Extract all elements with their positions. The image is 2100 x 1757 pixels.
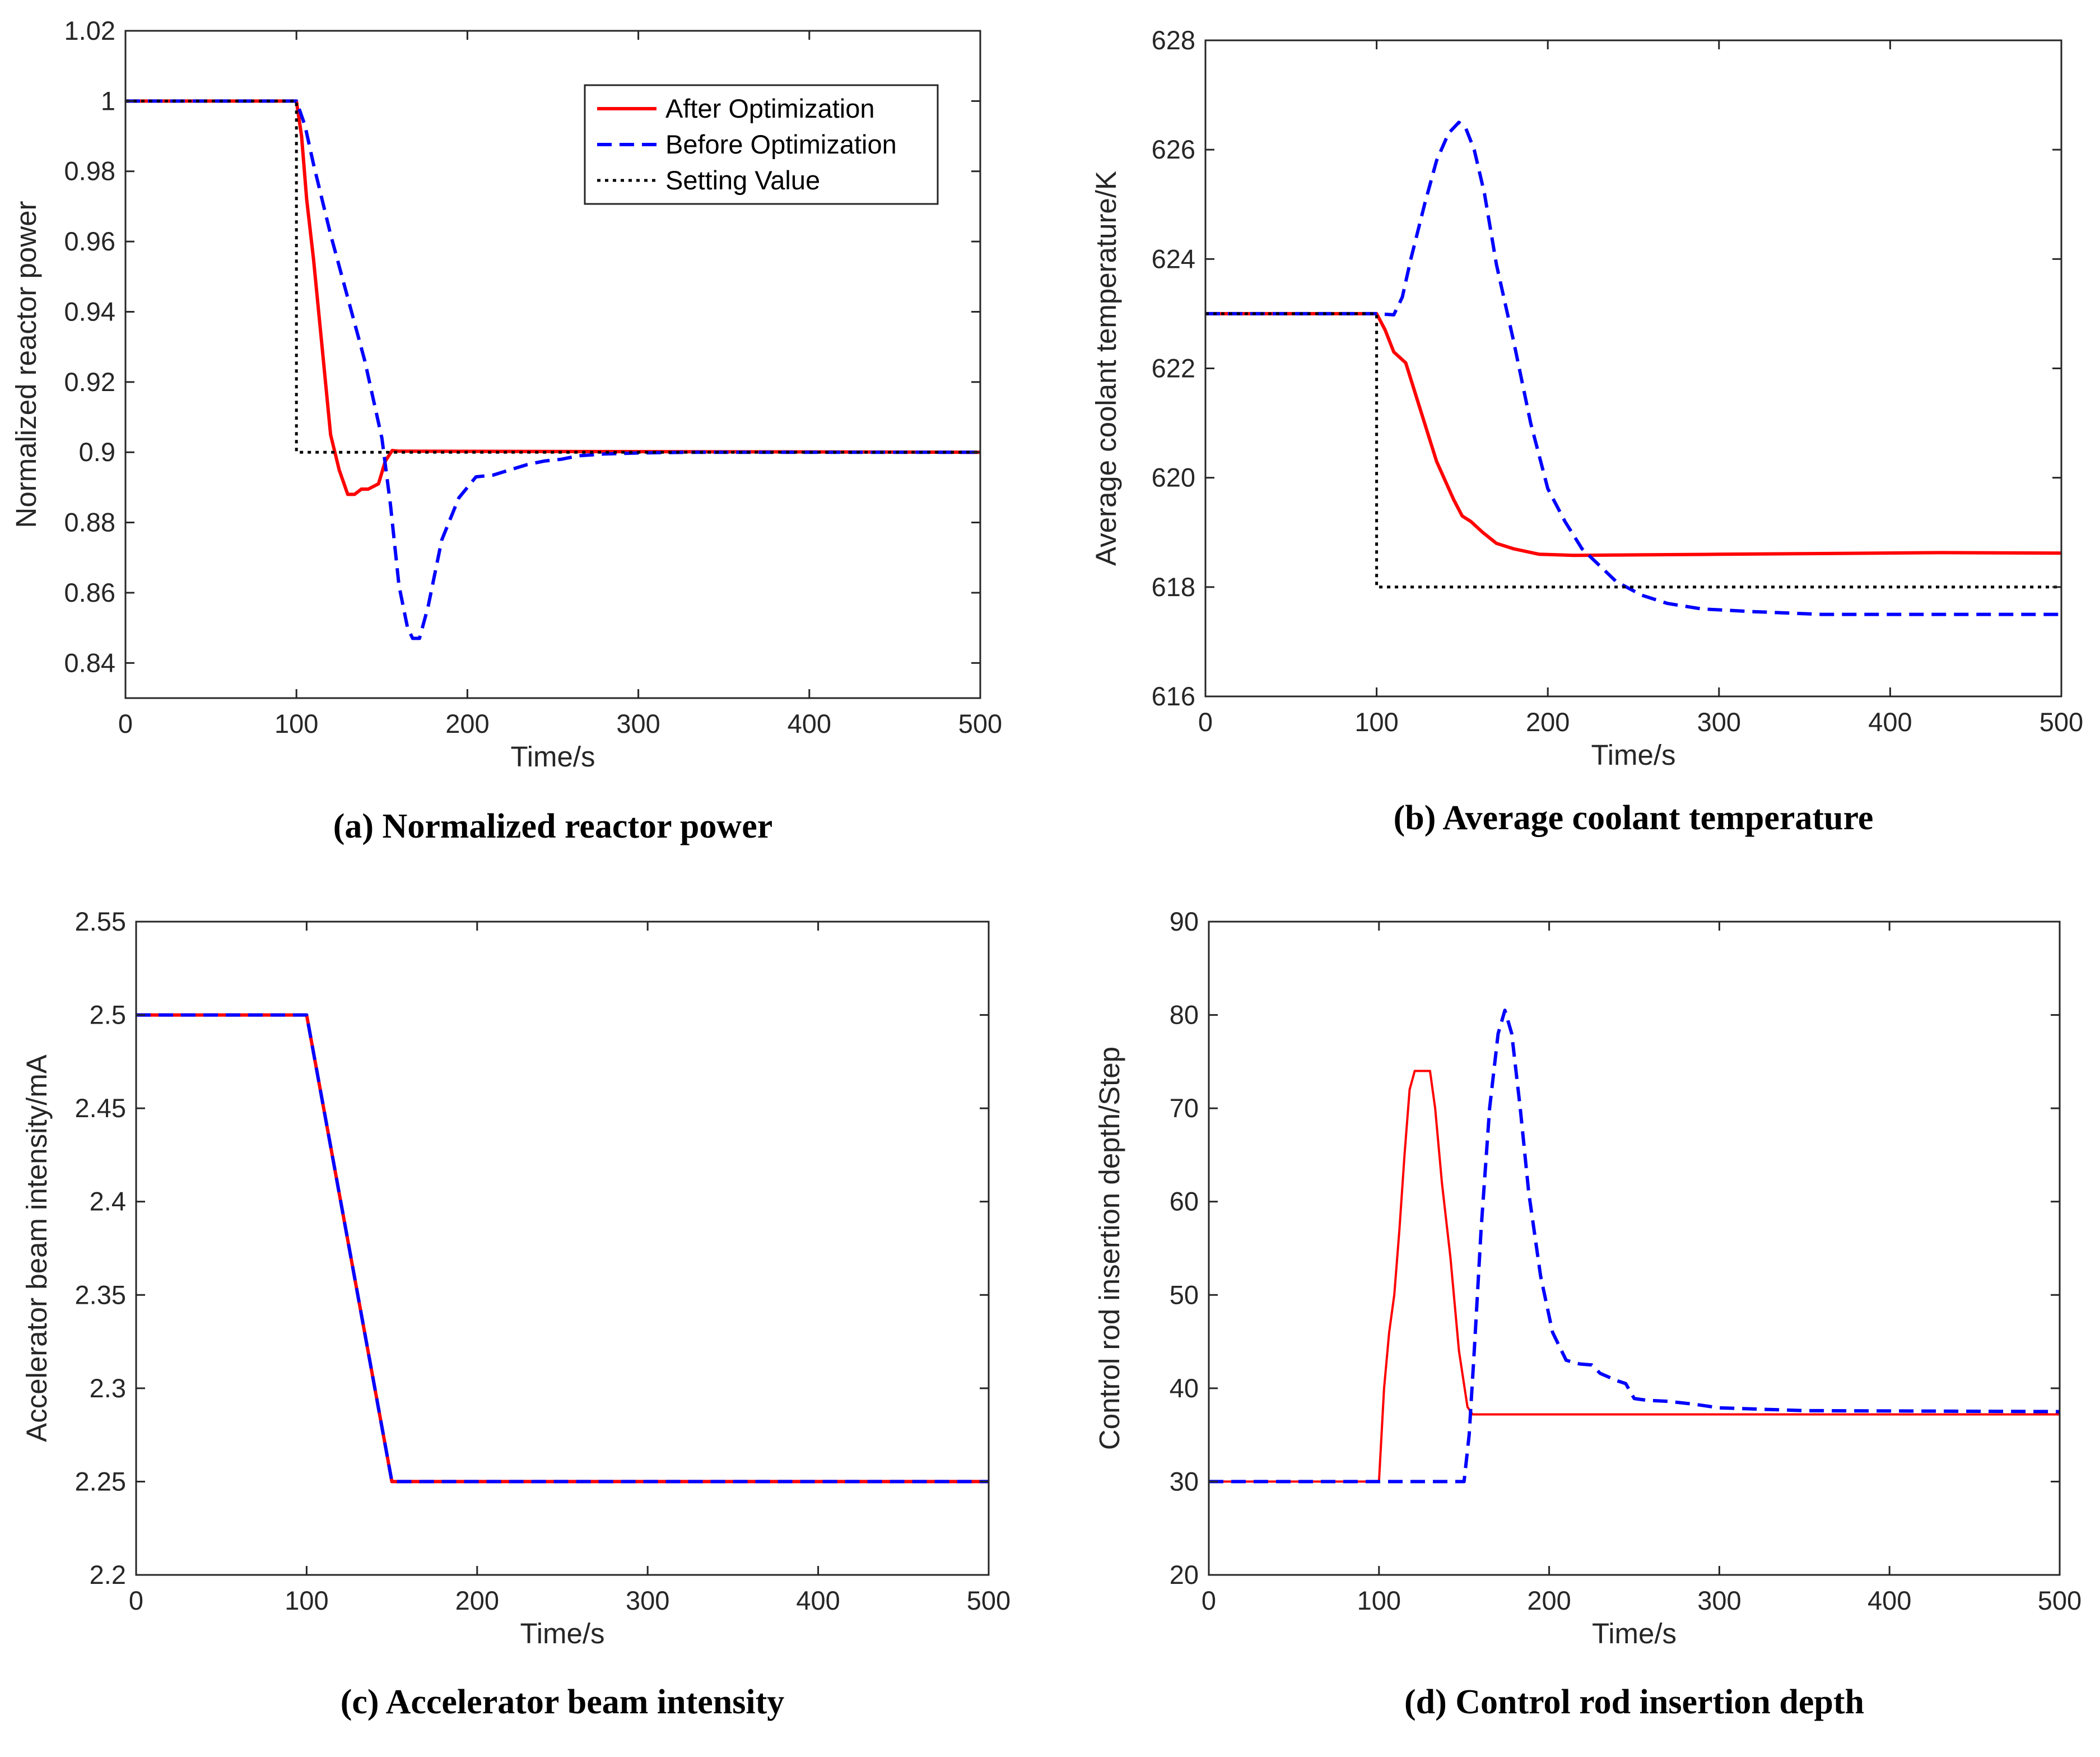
y-tick-label: 2.4 <box>90 1187 126 1216</box>
axes-frame <box>1208 921 2061 1576</box>
x-tick-label: 100 <box>1354 707 1398 737</box>
y-tick-label: 622 <box>1152 354 1195 383</box>
chart-panel-c: 0 100 200 300 400 500 2.2 2.25 2.3 2.35 2.4 2.45 2.5… <box>21 907 1011 1721</box>
legend-label-after: After Optimization <box>665 94 875 123</box>
y-tick-label: 616 <box>1152 681 1195 711</box>
x-tick-label: 500 <box>2040 707 2083 737</box>
legend-label-setting: Setting Value <box>665 165 820 195</box>
legend: After Optimization Before Optimization Set… <box>584 84 939 205</box>
y-tick-label: 70 <box>1170 1093 1199 1123</box>
x-tick-label: 400 <box>1868 1586 1911 1615</box>
series-line-after <box>125 99 980 496</box>
y-tick-label: 2.45 <box>75 1093 126 1123</box>
chart-panel-d: 0 100 200 300 400 500 20 30 40 50 60 70 80 90 Time/s Co… <box>1093 907 2082 1721</box>
y-tick-label: 20 <box>1170 1560 1199 1589</box>
plot-area <box>136 922 989 1575</box>
y-tick-label: 0.96 <box>64 226 115 256</box>
x-tick-label: 500 <box>967 1586 1011 1615</box>
y-tick-label: 50 <box>1170 1280 1199 1309</box>
y-axis-label: Average coolant temperature/K <box>1090 171 1122 566</box>
y-tick-label: 90 <box>1170 907 1199 936</box>
y-tick-label: 0.9 <box>79 437 115 467</box>
y-tick-label: 2.25 <box>75 1466 126 1496</box>
x-tick-label: 400 <box>1868 707 1912 737</box>
x-tick-label: 200 <box>1527 1586 1571 1615</box>
y-axis-label: Normalized reactor power <box>10 201 42 528</box>
y-axis-label: Control rod insertion depth/Step <box>1093 1047 1125 1450</box>
panel-caption: (a) Normalized reactor power <box>333 807 772 845</box>
series-group <box>136 1013 989 1484</box>
series-line-before <box>1209 1008 2060 1484</box>
x-tick-label: 300 <box>1697 1586 1741 1615</box>
series-line-setting <box>1205 312 2061 589</box>
series-group <box>1209 1008 2060 1484</box>
panel-caption: (d) Control rod insertion depth <box>1404 1683 1864 1721</box>
x-tick-label: 200 <box>1526 707 1570 737</box>
panel-caption: (c) Accelerator beam intensity <box>341 1683 785 1721</box>
y-tick-label: 40 <box>1170 1373 1199 1403</box>
y-tick-label: 0.94 <box>64 296 115 326</box>
y-tick-label: 628 <box>1152 25 1195 55</box>
panel-caption: (b) Average coolant temperature <box>1394 799 1874 837</box>
series-line-after <box>1205 312 2061 557</box>
series-group <box>125 99 980 640</box>
legend-label-before: Before Optimization <box>665 129 897 159</box>
y-tick-label: 30 <box>1170 1466 1199 1496</box>
y-tick-label: 618 <box>1152 572 1195 602</box>
x-tick-label: 200 <box>455 1586 499 1615</box>
chart-panel-a: 0 100 200 300 400 500 0.84 0.86 0.88 0.9 0.92 0.94 0… <box>10 16 1002 845</box>
y-tick-label: 0.92 <box>64 367 115 397</box>
y-tick-label: 2.55 <box>75 907 126 936</box>
axes-frame <box>124 30 981 699</box>
y-tick-label: 0.86 <box>64 578 115 607</box>
x-axis-label: Time/s <box>510 741 595 773</box>
y-tick-label: 2.5 <box>90 1000 126 1030</box>
plot-area <box>1209 922 2060 1575</box>
y-axis-label: Accelerator beam intensity/mA <box>21 1054 53 1442</box>
x-tick-label: 300 <box>626 1586 669 1615</box>
x-tick-label: 100 <box>1357 1586 1401 1615</box>
x-axis-label: Time/s <box>1592 1617 1677 1649</box>
y-tick-label: 2.2 <box>90 1560 126 1589</box>
plot-area <box>1205 40 2061 696</box>
series-group <box>1205 120 2061 616</box>
y-tick-label: 0.88 <box>64 508 115 537</box>
y-tick-label: 80 <box>1170 1000 1199 1030</box>
y-tick-label: 0.98 <box>64 156 115 186</box>
y-tick-label: 0.84 <box>64 648 115 677</box>
x-tick-label: 200 <box>445 709 489 738</box>
series-line-setting <box>125 99 980 454</box>
y-tick-label: 2.35 <box>75 1280 126 1309</box>
y-tick-label: 626 <box>1152 134 1195 164</box>
series-line-before <box>136 1013 989 1484</box>
y-tick-label: 624 <box>1152 244 1195 273</box>
y-tick-label: 1.02 <box>64 16 115 45</box>
y-tick-label: 60 <box>1170 1187 1199 1216</box>
x-tick-label: 100 <box>274 709 318 738</box>
chart-panel-b: 0 100 200 300 400 500 616 618 620 622 624 626 628 Tim… <box>1090 25 2083 837</box>
x-tick-label: 400 <box>788 709 831 738</box>
axes-frame <box>135 921 990 1576</box>
x-tick-label: 0 <box>1198 707 1213 737</box>
y-tick-label: 1 <box>101 86 115 115</box>
x-tick-label: 500 <box>2038 1586 2082 1615</box>
x-tick-label: 0 <box>118 709 133 738</box>
x-axis-label: Time/s <box>520 1617 604 1649</box>
x-tick-label: 500 <box>958 709 1002 738</box>
x-tick-label: 300 <box>616 709 660 738</box>
x-axis-label: Time/s <box>1591 739 1675 771</box>
y-tick-label: 2.3 <box>90 1373 126 1403</box>
x-tick-label: 300 <box>1697 707 1741 737</box>
x-tick-label: 0 <box>129 1586 143 1615</box>
series-line-before <box>1205 120 2061 616</box>
y-tick-label: 620 <box>1152 463 1195 492</box>
series-line-after <box>1209 1070 2060 1483</box>
x-tick-label: 400 <box>796 1586 840 1615</box>
x-tick-label: 0 <box>1202 1586 1216 1615</box>
x-tick-label: 100 <box>285 1586 328 1615</box>
